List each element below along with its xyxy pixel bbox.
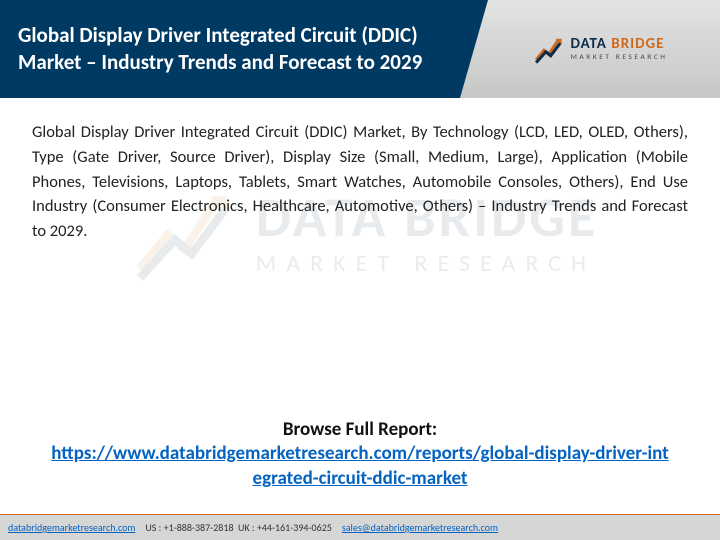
page-title: Global Display Driver Integrated Circuit… bbox=[0, 12, 470, 87]
footer-phones: US : +1-888-387-2818 UK : +44-161-394-06… bbox=[145, 521, 331, 534]
logo-text-line1: DATA BRIDGE bbox=[571, 37, 668, 52]
browse-report-block: Browse Full Report: https://www.databrid… bbox=[0, 418, 720, 492]
browse-report-link[interactable]: https://www.databridgemarketresearch.com… bbox=[51, 442, 668, 491]
logo-word-data: DATA bbox=[571, 35, 607, 53]
footer-email-link[interactable]: sales@databridgemarketresearch.com bbox=[342, 521, 498, 534]
header-bar: Global Display Driver Integrated Circuit… bbox=[0, 0, 720, 98]
logo-text-line2: MARKET RESEARCH bbox=[571, 54, 668, 62]
footer-bar: databridgemarketresearch.com US : +1-888… bbox=[0, 514, 720, 540]
logo-mark-icon bbox=[531, 32, 565, 66]
report-description: Global Display Driver Integrated Circuit… bbox=[0, 98, 720, 244]
logo-panel: DATA BRIDGE MARKET RESEARCH bbox=[460, 0, 720, 98]
footer-site-link[interactable]: databridgemarketresearch.com bbox=[8, 521, 135, 534]
watermark-line2: MARKET RESEARCH bbox=[256, 252, 599, 276]
browse-label: Browse Full Report: bbox=[50, 418, 670, 441]
logo-word-bridge: BRIDGE bbox=[611, 35, 664, 53]
